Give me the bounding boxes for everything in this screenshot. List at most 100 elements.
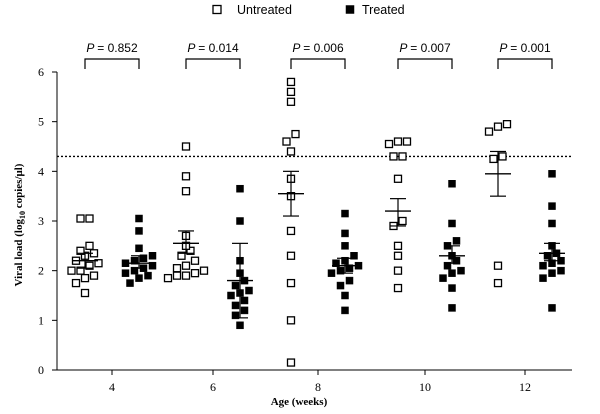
data-point	[148, 261, 157, 270]
x-tick-label: 12	[519, 380, 531, 394]
data-point	[181, 187, 191, 196]
data-point	[199, 266, 209, 275]
p-value-label: P = 0.852	[86, 41, 138, 55]
data-point	[236, 217, 244, 225]
y-tick-label: 0	[38, 363, 44, 377]
data-point	[332, 259, 340, 267]
p-value-symbol: P	[187, 41, 198, 55]
data-point	[393, 137, 403, 146]
data-point	[240, 296, 249, 305]
data-point	[172, 271, 182, 280]
data-point	[327, 269, 336, 277]
data-point	[190, 268, 200, 278]
data-point	[286, 87, 296, 97]
data-point	[448, 284, 456, 292]
data-point	[231, 311, 240, 320]
data-point	[341, 291, 349, 300]
data-point	[336, 266, 345, 275]
data-point	[493, 122, 503, 131]
data-point	[493, 278, 503, 288]
data-point	[286, 97, 296, 106]
data-point	[350, 252, 358, 260]
data-point	[76, 266, 85, 275]
data-point	[71, 278, 81, 288]
data-point	[135, 214, 143, 223]
y-tick-label: 2	[38, 264, 44, 278]
data-point	[548, 304, 556, 312]
data-point	[345, 264, 354, 272]
data-point	[457, 266, 465, 275]
p-value-number: = 0.007	[410, 41, 451, 55]
y-ticks: 0 1 2 3 4 5 6	[38, 65, 57, 377]
data-point	[398, 216, 407, 226]
p-value-number: = 0.014	[198, 41, 239, 55]
data-point	[393, 283, 403, 293]
p-value-number: = 0.001	[510, 41, 551, 55]
data-point	[345, 276, 354, 285]
data-point	[190, 256, 200, 265]
x-tick-label: 4	[109, 380, 115, 394]
data-point	[498, 152, 507, 161]
data-point	[548, 170, 556, 178]
data-point	[85, 241, 94, 250]
data-point	[80, 273, 90, 283]
data-point	[130, 266, 139, 275]
y-axis-title-main: Viral load (log	[13, 219, 25, 287]
data-point	[177, 251, 186, 260]
y-tick-label: 6	[38, 65, 44, 79]
p-value-symbol: P	[499, 41, 510, 55]
data-point	[286, 316, 296, 325]
data-point	[80, 288, 90, 298]
p-value-bracket	[397, 58, 453, 69]
data-point	[76, 246, 85, 255]
data-point	[240, 306, 249, 315]
p-value-bracket	[84, 58, 140, 69]
p-value-number: = 0.006	[303, 41, 344, 55]
data-point	[186, 246, 195, 255]
data-point	[448, 180, 456, 188]
data-point	[393, 266, 403, 275]
legend-untreated-label: Untreated	[237, 3, 292, 17]
data-point	[402, 137, 412, 146]
data-point	[144, 271, 152, 280]
data-point	[231, 281, 240, 290]
p-value-number: = 0.852	[97, 41, 138, 55]
p-value-label: P = 0.001	[499, 41, 551, 55]
data-point	[121, 269, 130, 277]
data-point	[341, 229, 349, 238]
data-point	[341, 306, 349, 315]
p-value-label: P = 0.014	[187, 41, 239, 55]
legend-untreated-marker	[212, 4, 222, 15]
data-point	[493, 261, 503, 270]
data-point	[163, 273, 173, 283]
data-point	[539, 274, 547, 282]
data-point	[389, 152, 398, 161]
data-point	[384, 139, 394, 149]
data-point	[443, 261, 452, 270]
legend-treated-label: Treated	[362, 3, 405, 17]
data-point	[172, 264, 182, 273]
data-point	[557, 266, 565, 275]
y-tick-label: 4	[38, 164, 44, 178]
data-point	[85, 214, 94, 223]
data-point	[245, 286, 253, 295]
y-axis-title-end: copies/μl)	[13, 163, 25, 211]
data-point	[231, 301, 240, 310]
data-point	[341, 242, 349, 250]
data-point	[130, 256, 139, 265]
y-tick-label: 5	[38, 115, 44, 129]
legend-treated-marker	[345, 5, 355, 14]
data-point	[236, 321, 244, 330]
y-tick-label: 3	[38, 214, 44, 228]
x-tick-label: 8	[315, 380, 321, 394]
data-point	[548, 219, 556, 228]
data-point	[484, 127, 494, 136]
data-point	[181, 142, 191, 151]
p-value-label: P = 0.006	[292, 41, 344, 55]
mean-sem-bars	[72, 150, 565, 319]
data-point	[341, 209, 349, 218]
data-point	[291, 129, 300, 139]
data-point	[539, 261, 547, 270]
data-point	[67, 266, 76, 275]
